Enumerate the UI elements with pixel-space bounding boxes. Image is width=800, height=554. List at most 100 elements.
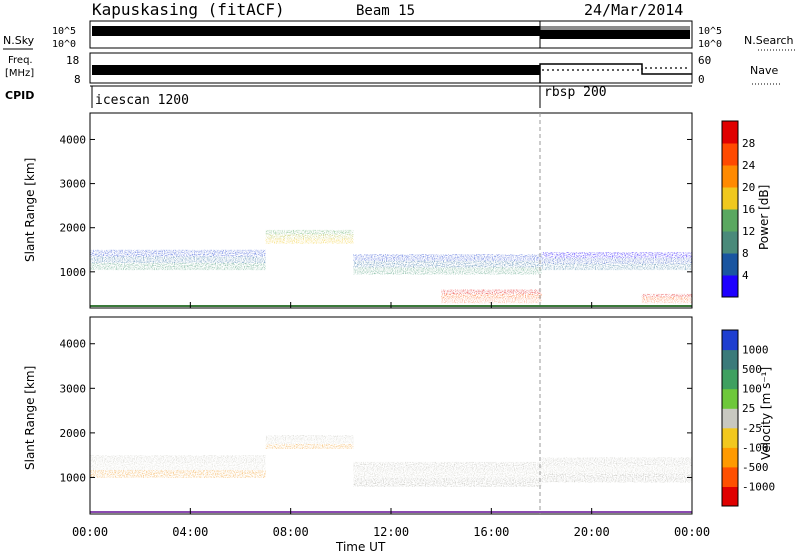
power-frame: [89, 112, 693, 309]
velocity-ylabel: Slant Range [km]: [23, 366, 37, 470]
velocity-region-2-band-1: [353, 470, 542, 479]
cpid-segment-rbsp: rbsp 200: [544, 85, 607, 100]
date-label: 24/Mar/2014: [584, 1, 683, 19]
power-bar-swatch-3: [722, 209, 738, 232]
beam-label: Beam 15: [356, 3, 415, 19]
power-bar-swatch-4: [722, 187, 738, 210]
velocity-bar-swatch-8: [722, 330, 738, 351]
power-colorbar: 28 24 20 16 12 8 4: [721, 120, 756, 298]
power-bar-swatch-1: [722, 253, 738, 276]
power-ytick-label-3: 4000: [60, 133, 87, 146]
power-heatmap: [90, 229, 692, 304]
x-tick-label-4: 16:00: [473, 525, 509, 539]
velocity-bar-tick-1: 500: [742, 363, 762, 376]
velocity-bar-tick-5: -100: [742, 441, 769, 454]
nave-label: Nave: [750, 64, 778, 77]
power-region-4-band-1: [541, 257, 692, 265]
power-bar-tick-1: 24: [742, 159, 756, 172]
velocity-region-0-band-1: [90, 462, 266, 471]
power-region-4-band-2: [541, 263, 692, 271]
nave-tick-low: 0: [698, 73, 705, 86]
power-region-3-band-0: [441, 289, 542, 295]
velocity-bar-swatch-7: [722, 349, 738, 370]
velocity-bar-label: Velocity [m s⁻¹]: [759, 367, 773, 460]
power-bar-tick-3: 16: [742, 203, 755, 216]
nsky-panel: 10^5 10^0 10^5 10^0 N.Sky N.Search: [3, 20, 796, 51]
velocity-bar-swatch-3: [722, 427, 738, 448]
power-bar-tick-5: 8: [742, 247, 749, 260]
power-ytick-label-1: 2000: [60, 222, 87, 235]
velocity-region-0-band-2: [90, 470, 266, 478]
power-region-2-band-1: [353, 260, 542, 268]
velocity-bar-swatch-1: [722, 466, 738, 487]
freq-tick-high: 18: [66, 54, 79, 67]
power-region-0-band-1: [90, 256, 266, 264]
velocity-bar-swatch-6: [722, 369, 738, 390]
power-bar-swatch-2: [722, 231, 738, 254]
power-ylabel: Slant Range [km]: [23, 158, 37, 262]
x-axis-title: Time UT: [335, 540, 386, 554]
velocity-region-1-band-2: [265, 444, 354, 449]
power-region-2-band-2: [353, 267, 542, 275]
x-tick-label-0: 00:00: [72, 525, 108, 539]
x-tick-label-2: 08:00: [273, 525, 309, 539]
power-region-3-band-2: [441, 298, 542, 304]
nave-line: [539, 63, 692, 83]
velocity-bar-tick-3: 25: [742, 402, 755, 415]
velocity-ytick-label-3: 4000: [60, 338, 87, 351]
power-region-5-band-0: [641, 293, 692, 298]
velocity-bar-tick-6: -500: [742, 461, 769, 474]
power-region-0-band-0: [90, 249, 266, 257]
power-panel: 1000 2000 3000 4000 Slant Range [km]: [23, 112, 693, 309]
x-tick-label-6: 00:00: [674, 525, 710, 539]
power-region-1-band-2: [265, 238, 354, 244]
velocity-region-1-band-0: [265, 435, 354, 441]
power-bar-tick-6: 4: [742, 269, 749, 282]
power-bar-swatch-5: [722, 165, 738, 188]
velocity-region-0-band-0: [90, 455, 266, 464]
nsearch-tick-high: 10^5: [698, 26, 722, 37]
velocity-region-2-band-2: [353, 478, 542, 487]
power-bar-tick-0: 28: [742, 137, 755, 150]
velocity-region-1-band-1: [265, 439, 354, 445]
freq-unit: [MHz]: [5, 68, 34, 79]
cpid-panel: CPID icescan 1200 rbsp 200: [5, 85, 692, 108]
velocity-bar-swatch-2: [722, 447, 738, 468]
velocity-bar-tick-0: 1000: [742, 344, 769, 357]
freq-tick-low: 8: [74, 73, 81, 86]
velocity-heatmap: [90, 435, 692, 487]
velocity-panel: 1000 2000 3000 4000 Slant Range [km]: [23, 316, 693, 515]
nsearch-tick-low: 10^0: [698, 39, 722, 50]
nsky-trace-b: [540, 30, 690, 39]
velocity-region-2-band-0: [353, 461, 542, 471]
nsearch-label: N.Search: [744, 34, 794, 47]
velocity-ytick-label-1: 2000: [60, 427, 87, 440]
cpid-label: CPID: [5, 89, 34, 102]
velocity-ytick-label-2: 3000: [60, 382, 87, 395]
cpid-segment-icescan: icescan 1200: [95, 93, 189, 108]
freq-label: Freq.: [8, 55, 33, 66]
freq-trace: [92, 65, 540, 75]
velocity-bar-swatch-0: [722, 486, 738, 507]
x-tick-label-3: 12:00: [373, 525, 409, 539]
velocity-bar-frame: [721, 329, 739, 507]
x-tick-label-5: 20:00: [574, 525, 610, 539]
velocity-colorbar: 1000 500 100 25 -25 -100 -500 -1000: [721, 329, 775, 507]
velocity-bar-swatch-5: [722, 388, 738, 409]
power-bar-swatch-7: [722, 121, 738, 144]
velocity-region-3-band-0: [541, 457, 692, 467]
power-region-1-band-1: [265, 234, 354, 240]
power-region-5-band-2: [641, 299, 692, 304]
power-region-5-band-1: [641, 296, 692, 301]
power-region-4-band-0: [541, 252, 692, 259]
power-bar-swatch-6: [722, 143, 738, 166]
velocity-ytick-label-0: 1000: [60, 471, 87, 484]
velocity-bar-swatch-4: [722, 408, 738, 429]
nsky-tick-low: 10^0: [52, 39, 76, 50]
power-bar-frame: [721, 120, 739, 298]
velocity-region-3-band-2: [541, 473, 692, 483]
power-region-1-band-0: [265, 229, 354, 235]
power-bar-tick-2: 20: [742, 181, 755, 194]
velocity-bar-tick-2: 100: [742, 383, 762, 396]
